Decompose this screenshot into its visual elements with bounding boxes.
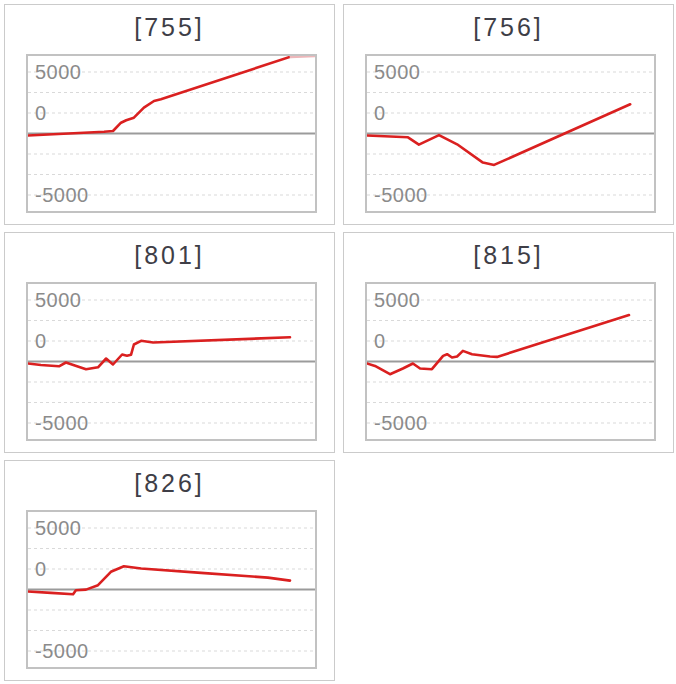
y-tick-5000: 5000 [374,61,421,84]
y-tick-5000: 5000 [35,517,82,540]
chart-title: [801] [5,242,334,270]
y-tick-minus-5000: -5000 [374,184,428,207]
y-tick-minus-5000: -5000 [35,412,89,435]
chart-panel-815: [815] 5000 0 -5000 [343,232,674,453]
y-tick-0: 0 [35,330,47,353]
y-tick-0: 0 [374,102,386,125]
y-tick-minus-5000: -5000 [35,184,89,207]
y-tick-minus-5000: -5000 [35,640,89,663]
y-tick-0: 0 [35,102,47,125]
y-tick-0: 0 [35,558,47,581]
y-tick-5000: 5000 [374,289,421,312]
chart-title: [756] [344,14,673,42]
chart-panel-801: [801] 5000 0 -5000 [4,232,335,453]
plot-area: 5000 0 -5000 [365,54,656,213]
y-tick-5000: 5000 [35,289,82,312]
chart-title: [826] [5,470,334,498]
chart-panel-755: [755] 5000 0 -5000 [4,4,335,225]
chart-panel-826: [826] 5000 0 -5000 [4,460,335,681]
y-tick-minus-5000: -5000 [374,412,428,435]
chart-title: [815] [344,242,673,270]
plot-area: 5000 0 -5000 [365,282,656,441]
plot-area: 5000 0 -5000 [26,54,317,213]
plot-area: 5000 0 -5000 [26,282,317,441]
y-tick-5000: 5000 [35,61,82,84]
plot-area: 5000 0 -5000 [26,510,317,669]
y-tick-0: 0 [374,330,386,353]
chart-title: [755] [5,14,334,42]
chart-panel-756: [756] 5000 0 -5000 [343,4,674,225]
